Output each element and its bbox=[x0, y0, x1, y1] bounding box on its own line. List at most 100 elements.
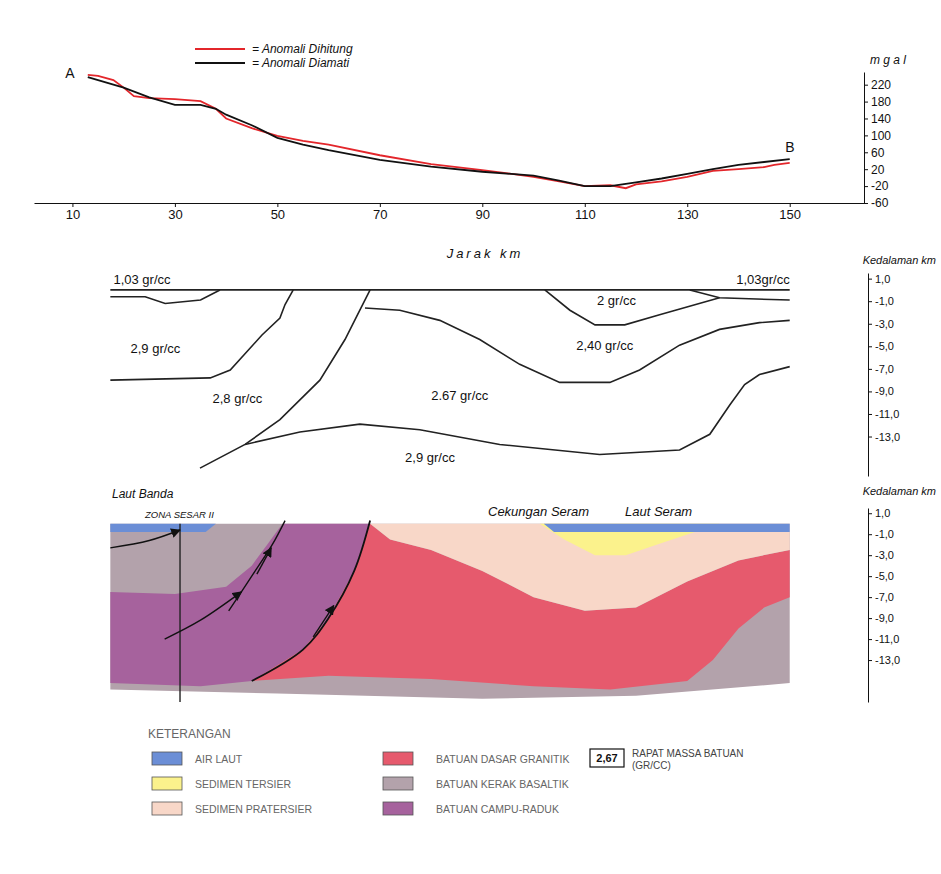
tick-label: -60 bbox=[871, 196, 889, 210]
thrust-arrow bbox=[257, 548, 271, 574]
tick: -13,0 bbox=[868, 654, 900, 666]
tick-label: -9,0 bbox=[875, 612, 894, 624]
axis-title: Kedalaman km bbox=[863, 254, 936, 266]
density-boundary bbox=[200, 290, 370, 468]
tick: -7,0 bbox=[868, 363, 894, 375]
tick-label: -3,0 bbox=[875, 549, 894, 561]
tick: 220 bbox=[864, 78, 891, 92]
tick-label: 60 bbox=[871, 146, 885, 160]
density-boundary bbox=[245, 367, 790, 455]
tick: -7,0 bbox=[868, 591, 894, 603]
axis: 1,0-1,0-3,0-5,0-7,0-9,0-11,0-13,0 bbox=[868, 273, 900, 477]
density-boundary bbox=[110, 290, 293, 380]
density-label: 2,9 gr/cc bbox=[130, 341, 180, 356]
tick-mark bbox=[864, 152, 868, 153]
legend-swatch bbox=[195, 62, 245, 64]
tick-label: -1,0 bbox=[875, 295, 894, 307]
place-label: Laut Banda bbox=[112, 487, 174, 501]
fault-line bbox=[252, 521, 370, 681]
axis-title: Jarak km bbox=[446, 246, 524, 261]
tick: 130 bbox=[677, 203, 699, 222]
tick-label: 150 bbox=[779, 207, 801, 222]
thrust-arrow bbox=[110, 530, 180, 548]
thrust-arrow bbox=[165, 592, 242, 639]
legend-label: BATUAN CAMPU-RADUK bbox=[436, 803, 559, 815]
tick: 100 bbox=[864, 129, 891, 143]
tick-label: 1,0 bbox=[875, 507, 890, 519]
tick: 140 bbox=[864, 112, 891, 126]
annotation: B bbox=[785, 139, 794, 155]
tick: -11,0 bbox=[868, 633, 899, 645]
axis: 1030507090110130150 bbox=[35, 203, 865, 222]
tick-label: -5,0 bbox=[875, 570, 894, 582]
tick-label: 180 bbox=[871, 95, 891, 109]
density-label: 2,40 gr/cc bbox=[576, 338, 634, 353]
tick-mark bbox=[868, 618, 872, 619]
tick-label: 10 bbox=[66, 207, 80, 222]
tick-label: -13,0 bbox=[875, 431, 900, 443]
tick: -13,0 bbox=[868, 431, 900, 443]
tick-label: 220 bbox=[871, 78, 891, 92]
legend-swatch bbox=[152, 802, 182, 815]
tick-label: -5,0 bbox=[875, 340, 894, 352]
density-boundary bbox=[545, 290, 720, 325]
axis: 220 180 140 100 60 20 -20 -60 bbox=[864, 73, 891, 211]
density-boundary bbox=[690, 290, 790, 300]
anomaly-chart: 10305070901101301502201801401006020-20-6… bbox=[35, 42, 907, 261]
density-label: 2.67 gr/cc bbox=[431, 388, 489, 403]
tick: 20 bbox=[864, 163, 885, 177]
figure: 10305070901101301502201801401006020-20-6… bbox=[0, 0, 941, 874]
tick-label: 50 bbox=[271, 207, 285, 222]
axis-line bbox=[868, 509, 869, 703]
tick-mark bbox=[868, 324, 872, 325]
place-label: Laut Seram bbox=[625, 504, 692, 519]
tick-label: -11,0 bbox=[875, 633, 899, 645]
tick-mark bbox=[864, 169, 868, 170]
tick: 180 bbox=[864, 95, 891, 109]
tick: 110 bbox=[575, 203, 596, 222]
legend-label: = Anomali Diamati bbox=[252, 56, 350, 70]
fault-line bbox=[229, 521, 285, 611]
tick-mark bbox=[868, 437, 872, 438]
tick-mark bbox=[868, 513, 872, 514]
tick-mark bbox=[864, 118, 868, 119]
legend-swatch bbox=[383, 802, 413, 815]
density-label: 1,03gr/cc bbox=[736, 272, 790, 287]
tick-mark bbox=[864, 186, 868, 187]
legend-label: SEDIMEN PRATERSIER bbox=[195, 803, 312, 815]
key-label: 2,67 bbox=[596, 752, 617, 764]
legend-label: = Anomali Dihitung bbox=[252, 42, 353, 56]
rock-body bbox=[110, 524, 216, 532]
density-label: 1,03 gr/cc bbox=[113, 272, 171, 287]
tick-mark bbox=[868, 576, 872, 577]
tick: -9,0 bbox=[868, 385, 894, 397]
tick-mark bbox=[868, 660, 872, 661]
tick: 1,0 bbox=[868, 507, 890, 519]
legend-label: SEDIMEN TERSIER bbox=[195, 778, 291, 790]
tick: 60 bbox=[864, 146, 885, 160]
key-box bbox=[590, 749, 624, 767]
density-label: 2 gr/cc bbox=[597, 293, 637, 308]
tick-mark bbox=[864, 85, 868, 86]
density-boundary bbox=[110, 290, 220, 304]
tick-label: 130 bbox=[677, 207, 699, 222]
legend-swatch bbox=[383, 777, 413, 790]
tick-mark bbox=[868, 534, 872, 535]
legend-swatch bbox=[195, 48, 245, 50]
tick: -20 bbox=[864, 179, 889, 193]
legend-label: AIR LAUT bbox=[195, 753, 243, 765]
tick-mark bbox=[868, 346, 872, 347]
tick-mark bbox=[868, 391, 872, 392]
legend-label: BATUAN KERAK BASALTIK bbox=[436, 778, 569, 790]
tick-mark bbox=[868, 369, 872, 370]
legend-swatch bbox=[152, 777, 182, 790]
tick-label: -7,0 bbox=[875, 363, 894, 375]
series-line bbox=[88, 77, 790, 186]
tick: 50 bbox=[271, 203, 285, 222]
tick: 150 bbox=[779, 203, 801, 222]
tick: -3,0 bbox=[868, 318, 894, 330]
tick: 10 bbox=[66, 203, 80, 222]
tick-label: -9,0 bbox=[875, 385, 894, 397]
legend-title: KETERANGAN bbox=[148, 727, 231, 741]
faults bbox=[110, 521, 370, 702]
